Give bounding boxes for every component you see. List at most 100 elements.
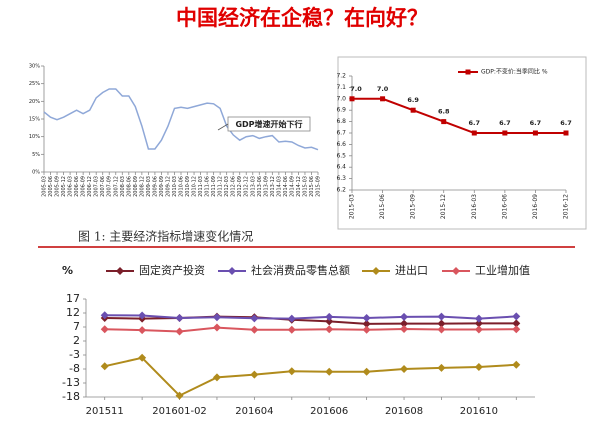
point xyxy=(100,325,109,334)
x-tick-label: 2016-03 xyxy=(471,194,478,219)
y-tick-label: 30% xyxy=(29,64,40,70)
x-tick-label: 2008-09 xyxy=(133,176,139,197)
x-tick-label: 2007-03 xyxy=(94,176,100,197)
x-tick-label: 2005-06 xyxy=(48,176,54,197)
point xyxy=(437,325,446,334)
x-tick-label: 2007-09 xyxy=(107,176,113,197)
x-tick-label: 2009-03 xyxy=(146,176,152,197)
value-label: 7.0 xyxy=(377,85,389,93)
value-label: 6.7 xyxy=(499,119,511,127)
point xyxy=(372,267,380,275)
point xyxy=(228,267,236,275)
x-tick-label: 2012-09 xyxy=(237,176,243,197)
legend-label: 进出口 xyxy=(395,263,428,277)
x-tick-label: 2005-03 xyxy=(42,176,48,197)
point xyxy=(362,319,371,328)
x-tick-label: 2007-12 xyxy=(113,176,119,197)
x-tick-label: 2013-09 xyxy=(263,176,269,197)
point xyxy=(212,313,221,322)
point xyxy=(287,367,296,376)
point xyxy=(474,363,483,372)
x-tick-label: 201511 xyxy=(86,406,124,417)
point xyxy=(441,119,447,125)
point xyxy=(362,314,371,323)
data-line xyxy=(104,314,517,320)
point xyxy=(362,325,371,334)
x-tick-label: 2015-03 xyxy=(302,176,308,197)
y-tick-label: 6.8 xyxy=(336,118,346,125)
legend-label: 社会消费品零售总额 xyxy=(251,263,350,277)
value-label: 6.9 xyxy=(407,96,419,104)
y-tick-label: 6.5 xyxy=(336,152,346,159)
point xyxy=(474,325,483,334)
y-tick-label: -3 xyxy=(69,348,80,361)
y-tick-label: 2 xyxy=(73,334,80,347)
point xyxy=(410,107,416,113)
y-tick-label: 5% xyxy=(32,152,40,158)
y-tick-label: -13 xyxy=(62,376,80,389)
point xyxy=(512,325,521,334)
x-tick-label: 2010-06 xyxy=(179,176,185,197)
legend-label: GDP:不变价:当季同比 % xyxy=(481,68,548,76)
y-tick-label: 15% xyxy=(29,117,40,123)
y-tick-label: 6.2 xyxy=(336,187,346,194)
y-tick-label: 20% xyxy=(29,99,40,105)
point xyxy=(250,325,259,334)
y-axis-label: % xyxy=(62,264,73,277)
x-tick-label: 2007-06 xyxy=(100,176,106,197)
annotation: GDP增速开始下行 xyxy=(235,119,302,129)
point xyxy=(250,314,259,323)
point xyxy=(325,367,334,376)
x-tick-label: 2006-12 xyxy=(87,176,93,197)
point xyxy=(437,363,446,372)
point xyxy=(212,323,221,332)
chart-frame xyxy=(337,56,587,230)
point xyxy=(380,96,386,102)
x-tick-label: 2010-09 xyxy=(185,176,191,197)
y-tick-label: 0% xyxy=(32,170,40,176)
y-tick-label: 7.0 xyxy=(336,95,346,102)
point xyxy=(400,365,409,373)
x-tick-label: 2011-12 xyxy=(218,176,224,197)
y-tick-label: 17 xyxy=(66,292,80,305)
value-label: 6.7 xyxy=(469,119,481,127)
x-tick-label: 2013-06 xyxy=(257,176,263,197)
point xyxy=(287,314,296,323)
x-tick-label: 2013-03 xyxy=(250,176,256,197)
point xyxy=(437,312,446,321)
point xyxy=(563,130,569,136)
x-tick-label: 201606 xyxy=(310,406,348,417)
point xyxy=(175,314,184,323)
value-label: 7.0 xyxy=(350,85,362,93)
x-tick-label: 2016-06 xyxy=(501,194,508,219)
x-tick-label: 2015-09 xyxy=(410,194,417,219)
point xyxy=(512,312,521,321)
x-tick-label: 2005-12 xyxy=(61,176,67,197)
y-tick-label: 6.4 xyxy=(336,164,346,171)
x-tick-label: 2012-06 xyxy=(231,176,237,197)
x-tick-label: 2010-03 xyxy=(172,176,178,197)
x-tick-label: 201608 xyxy=(385,406,423,417)
x-tick-label: 2009-09 xyxy=(159,176,165,197)
x-tick-label: 2009-06 xyxy=(152,176,158,197)
data-line xyxy=(104,326,517,333)
point xyxy=(138,311,147,320)
point xyxy=(325,317,334,326)
y-tick-label: -8 xyxy=(69,362,80,375)
legend-label: 固定资产投资 xyxy=(139,263,205,277)
point xyxy=(471,130,477,136)
y-tick-label: 10% xyxy=(29,134,40,140)
point xyxy=(362,367,371,376)
caption: 图 1: 主要经济指标增速变化情况 xyxy=(78,229,253,244)
x-tick-label: 2005-09 xyxy=(55,176,61,197)
point xyxy=(116,267,124,275)
y-tick-label: 6.3 xyxy=(336,175,346,182)
point xyxy=(212,373,221,382)
point xyxy=(474,319,483,328)
point xyxy=(502,130,508,136)
x-tick-label: 2016-12 xyxy=(563,194,570,219)
y-tick-label: 12 xyxy=(66,306,80,319)
x-tick-label: 2015-12 xyxy=(440,194,447,219)
point xyxy=(175,327,184,336)
